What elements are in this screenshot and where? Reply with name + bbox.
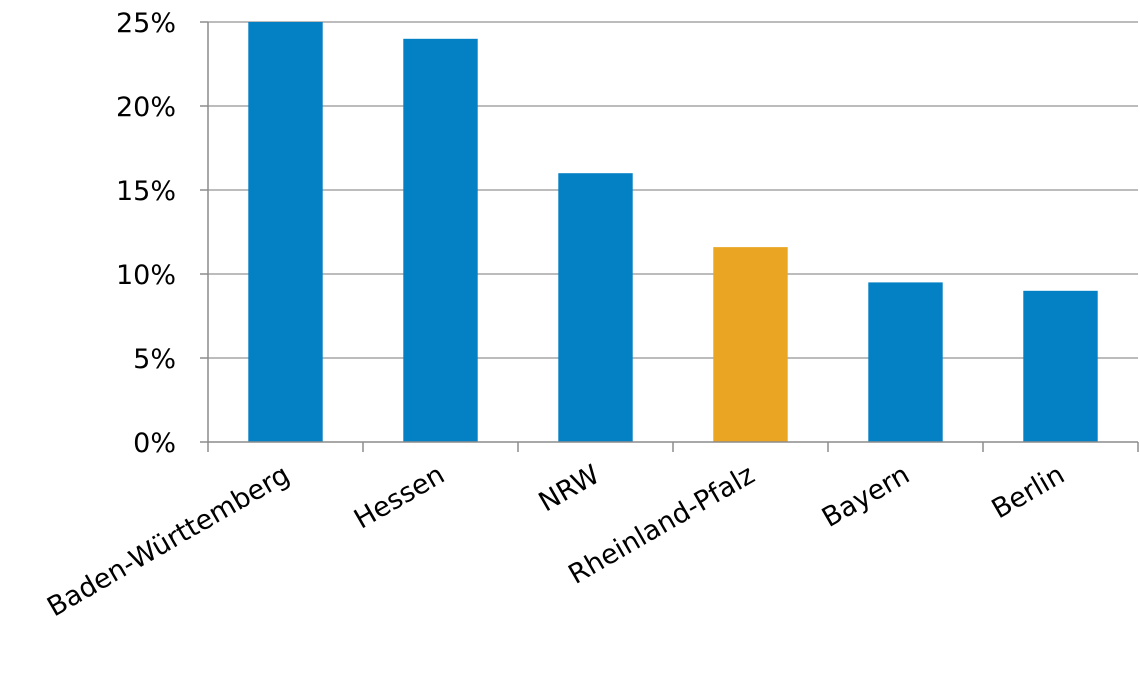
x-category-label: Berlin xyxy=(987,459,1070,525)
bar-nrw xyxy=(558,173,633,442)
bar-baden-w-rttemberg xyxy=(248,22,323,442)
axes xyxy=(200,21,1139,452)
y-tick-label: 20% xyxy=(116,92,176,123)
y-tick-label: 25% xyxy=(116,8,176,39)
y-tick-label: 0% xyxy=(133,428,176,459)
bar-hessen xyxy=(403,38,478,443)
x-category-label: Baden-Württemberg xyxy=(42,459,295,623)
bars xyxy=(248,22,1098,443)
x-category-label: NRW xyxy=(534,459,605,518)
y-tick-label: 15% xyxy=(116,176,176,207)
bar-rheinland-pfalz xyxy=(713,247,788,442)
bar-bayern xyxy=(868,282,943,442)
bar-berlin xyxy=(1023,290,1098,442)
y-tick-label: 10% xyxy=(116,260,176,291)
x-category-label: Bayern xyxy=(817,459,915,534)
x-category-label: Hessen xyxy=(349,459,450,535)
gridlines xyxy=(208,21,1138,359)
y-tick-label: 5% xyxy=(133,344,176,375)
